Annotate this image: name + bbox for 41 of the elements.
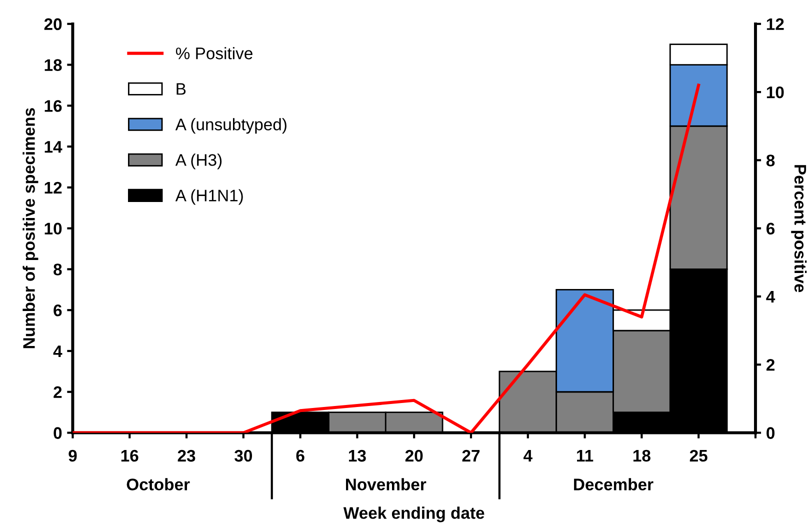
legend-label: B bbox=[176, 83, 186, 95]
x-tick-label: 16 bbox=[121, 450, 138, 462]
y-tick-label: 12 bbox=[44, 182, 62, 194]
x-tick-label: 18 bbox=[633, 450, 650, 462]
x-tick-label: 20 bbox=[405, 450, 423, 462]
y-tick-label: 14 bbox=[44, 141, 62, 153]
y-tick-label: 0 bbox=[54, 427, 62, 439]
legend-label: A (H1N1) bbox=[175, 189, 243, 205]
legend-label: A (unsubtyped) bbox=[175, 118, 286, 134]
y2-tick-label: 0 bbox=[766, 427, 774, 439]
x-tick-label: 6 bbox=[296, 450, 304, 462]
x-tick-label: 13 bbox=[348, 450, 366, 462]
text: November bbox=[346, 478, 426, 490]
x-tick-label: 25 bbox=[690, 450, 708, 462]
y2-tick-label: 8 bbox=[766, 154, 775, 166]
y2-tick-label: 6 bbox=[766, 222, 775, 235]
x-tick-label: 27 bbox=[462, 450, 480, 462]
x-tick-label: 23 bbox=[178, 450, 196, 462]
x-axis-title: Week ending date bbox=[343, 506, 484, 522]
y-tick-label: 16 bbox=[44, 100, 62, 112]
y2-tick-label: 4 bbox=[766, 291, 776, 303]
y2-tick-label: 12 bbox=[766, 18, 784, 30]
x-tick-label: 30 bbox=[234, 450, 252, 462]
y2-tick-label: 2 bbox=[766, 359, 774, 371]
y-tick-label: 10 bbox=[44, 222, 62, 235]
y2-tick-label: 10 bbox=[766, 86, 784, 98]
x-tick-label: 9 bbox=[68, 450, 77, 462]
y2-axis-title: Percent positive bbox=[791, 165, 807, 292]
y-tick-label: 20 bbox=[44, 18, 62, 30]
text: December bbox=[574, 478, 654, 490]
text: October bbox=[126, 478, 190, 490]
legend-label: A (H3) bbox=[175, 154, 222, 170]
y-axis-title: Number of positive specimens bbox=[22, 108, 38, 348]
y-tick-label: 6 bbox=[54, 304, 62, 316]
legend-label: % Positive bbox=[176, 47, 252, 60]
y-tick-label: 8 bbox=[54, 264, 62, 276]
x-tick-label: 4 bbox=[524, 450, 532, 462]
y-tick-label: 18 bbox=[44, 59, 62, 71]
y-tick-label: 4 bbox=[53, 346, 62, 358]
y-tick-label: 2 bbox=[54, 386, 62, 398]
x-tick-label: 11 bbox=[577, 450, 594, 462]
